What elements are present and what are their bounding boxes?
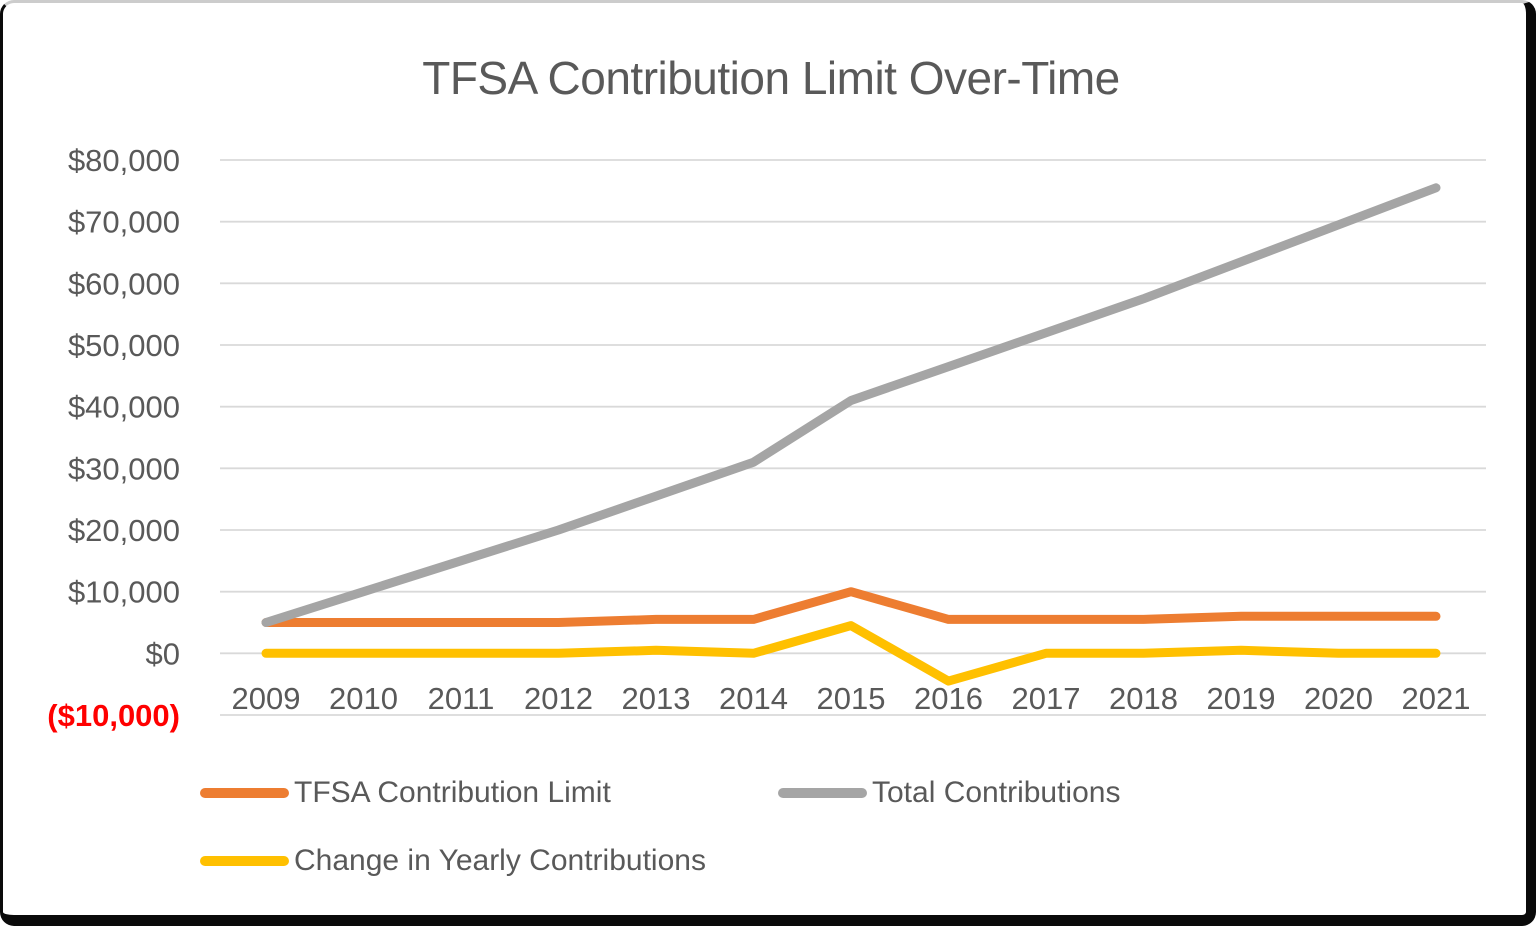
svg-text:2021: 2021 [1402,681,1471,716]
legend-swatch-change-in-yearly-contributions [200,856,289,866]
svg-text:2013: 2013 [622,681,691,716]
legend-label-total-contributions: Total Contributions [872,778,1120,808]
svg-text:2019: 2019 [1207,681,1276,716]
svg-text:($10,000): ($10,000) [47,698,180,733]
legend-label-change-in-yearly-contributions: Change in Yearly Contributions [294,846,706,876]
legend-item-tfsa-contribution-limit: TFSA Contribution Limit [200,777,611,809]
legend-item-total-contributions: Total Contributions [778,777,1120,809]
svg-text:$0: $0 [146,636,180,671]
legend-swatch-total-contributions [778,788,867,798]
svg-text:$50,000: $50,000 [68,328,180,363]
svg-text:2017: 2017 [1012,681,1081,716]
legend-item-change-in-yearly-contributions: Change in Yearly Contributions [200,845,706,877]
svg-text:$10,000: $10,000 [68,575,180,610]
svg-text:$30,000: $30,000 [68,451,180,486]
legend-swatch-tfsa-contribution-limit [200,788,289,798]
svg-text:2018: 2018 [1109,681,1178,716]
legend-label-tfsa-contribution-limit: TFSA Contribution Limit [294,778,611,808]
svg-text:2011: 2011 [428,681,495,716]
svg-text:2020: 2020 [1304,681,1373,716]
svg-text:2016: 2016 [914,681,983,716]
svg-text:$20,000: $20,000 [68,513,180,548]
svg-text:$60,000: $60,000 [68,266,180,301]
svg-text:2012: 2012 [524,681,593,716]
svg-text:2010: 2010 [329,681,398,716]
svg-text:2015: 2015 [817,681,886,716]
svg-text:2009: 2009 [232,681,301,716]
svg-text:2014: 2014 [719,681,788,716]
svg-text:$70,000: $70,000 [68,205,180,240]
svg-text:$80,000: $80,000 [68,143,180,178]
svg-text:$40,000: $40,000 [68,390,180,425]
